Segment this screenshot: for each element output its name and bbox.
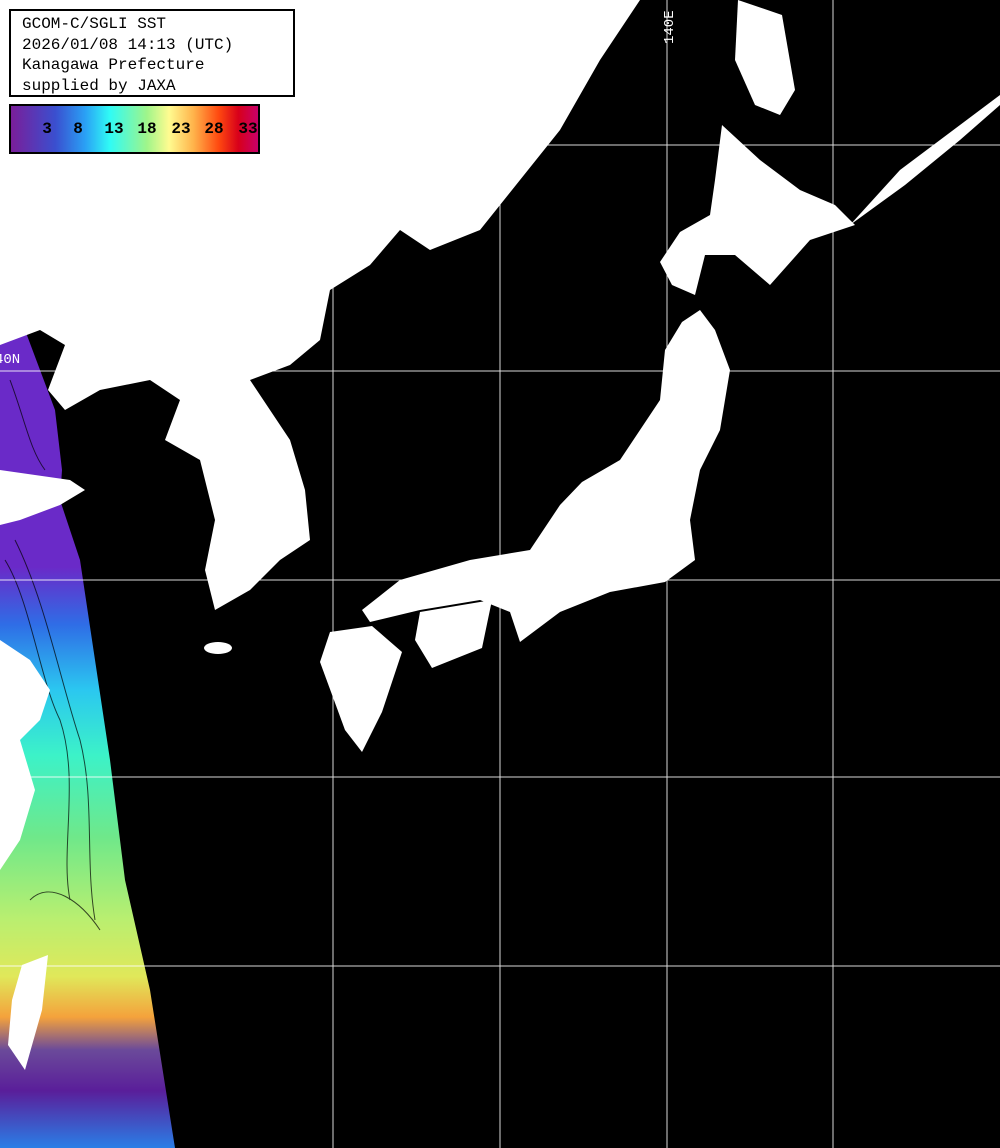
legend-tick: 3 — [42, 120, 52, 138]
legend-tick: 28 — [204, 120, 224, 138]
honshu — [362, 310, 730, 642]
taiwan — [8, 955, 48, 1070]
color-scale-legend: 3 8 13 18 23 28 33 — [9, 104, 260, 154]
legend-tick: 33 — [238, 120, 258, 138]
sst-data-swath — [0, 330, 175, 1148]
satellite-product: GCOM-C/SGLI SST — [22, 15, 167, 33]
china-coast-south — [0, 640, 50, 870]
shikoku — [415, 600, 492, 668]
latitude-label: 40N — [0, 352, 21, 368]
oki-islands — [398, 128, 425, 165]
legend-tick: 8 — [73, 120, 83, 138]
organization: Kanagawa Prefecture — [22, 56, 205, 74]
legend-tick: 23 — [171, 120, 191, 138]
title-box: GCOM-C/SGLI SST 2026/01/08 14:13 (UTC) K… — [9, 9, 295, 97]
sakhalin — [735, 0, 795, 115]
data-credit: supplied by JAXA — [22, 76, 176, 95]
legend-tick: 18 — [137, 120, 157, 138]
contour-lines — [4, 379, 101, 931]
legend-tick: 13 — [104, 120, 124, 138]
kyushu — [320, 626, 402, 752]
kuril-islands — [850, 95, 1000, 225]
jeju-island — [204, 642, 232, 654]
hokkaido — [660, 125, 855, 295]
longitude-label: 140E — [662, 10, 678, 44]
observation-time: 2026/01/08 14:13 (UTC) — [22, 35, 234, 54]
china-coast-north — [0, 470, 85, 525]
